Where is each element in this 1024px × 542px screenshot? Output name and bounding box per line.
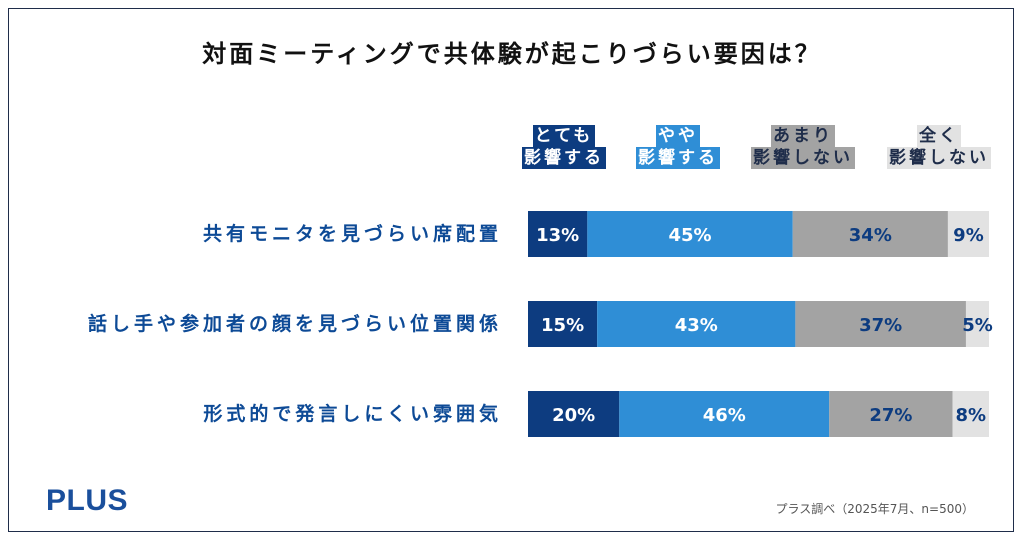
- bar-segment-row1-series3: [792, 211, 948, 257]
- bar-segment-row1-series2: [587, 211, 793, 257]
- bar-value-label-row1-series3: 34%: [849, 225, 892, 246]
- bar-segment-row3-series3: [829, 391, 953, 437]
- legend-very-influential: とても 影響する: [516, 125, 612, 169]
- legend-somewhat-influential: やや 影響する: [630, 125, 726, 169]
- bar-segment-row2-series4: [965, 301, 989, 347]
- bar-segment-row2-series2: [597, 301, 796, 347]
- bar-segment-row1-series4: [947, 211, 989, 257]
- bar-value-label-row3-series2: 46%: [703, 405, 746, 426]
- legend-not-influential-line2: 影響しない: [887, 147, 991, 169]
- source-note: プラス調べ（2025年7月、n=500）: [775, 502, 975, 516]
- bar-value-label-row2-series3: 37%: [859, 315, 902, 336]
- legend-somewhat-influential-line1: やや: [656, 125, 700, 147]
- bar-value-label-row1-series2: 45%: [668, 225, 711, 246]
- bar-value-label-row2-series2: 43%: [675, 315, 718, 336]
- bar-segment-row3-series1: [528, 391, 620, 437]
- chart-card: [8, 8, 1014, 532]
- legend-not-influential: 全く 影響しない: [874, 125, 1004, 169]
- chart-title: 対面ミーティングで共体験が起こりづらい要因は？: [202, 40, 822, 68]
- row-label-face-visibility: 話し手や参加者の顔を見づらい位置関係: [87, 313, 502, 335]
- legend-not-very-influential-line1: あまり: [771, 125, 835, 147]
- bar-segment-row1-series1: [528, 211, 588, 257]
- bar-value-label-row3-series4: 8%: [955, 405, 986, 426]
- row-label-monitor-seating: 共有モニタを見づらい席配置: [202, 223, 502, 245]
- bar-value-label-row2-series1: 15%: [541, 315, 584, 336]
- legend-somewhat-influential-line2: 影響する: [636, 147, 720, 169]
- bar-value-label-row1-series1: 13%: [536, 225, 579, 246]
- bar-segment-row3-series4: [952, 391, 989, 437]
- bar-value-label-row2-series4: 5%: [962, 315, 993, 336]
- legend-not-influential-line1: 全く: [917, 125, 961, 147]
- legend-very-influential-line2: 影響する: [522, 147, 606, 169]
- bar-segment-row2-series1: [528, 301, 598, 347]
- bar-segment-row3-series2: [619, 391, 830, 437]
- legend-not-very-influential: あまり 影響しない: [738, 125, 868, 169]
- bar-segment-row2-series3: [795, 301, 966, 347]
- row-label-formal-atmosphere: 形式的で発言しにくい雰囲気: [203, 403, 502, 425]
- bar-value-label-row3-series1: 20%: [552, 405, 595, 426]
- plus-logo: PLUS: [46, 484, 129, 517]
- bar-value-label-row1-series4: 9%: [953, 225, 984, 246]
- legend-very-influential-line1: とても: [532, 125, 596, 147]
- bar-value-label-row3-series3: 27%: [869, 405, 912, 426]
- legend-not-very-influential-line2: 影響しない: [751, 147, 855, 169]
